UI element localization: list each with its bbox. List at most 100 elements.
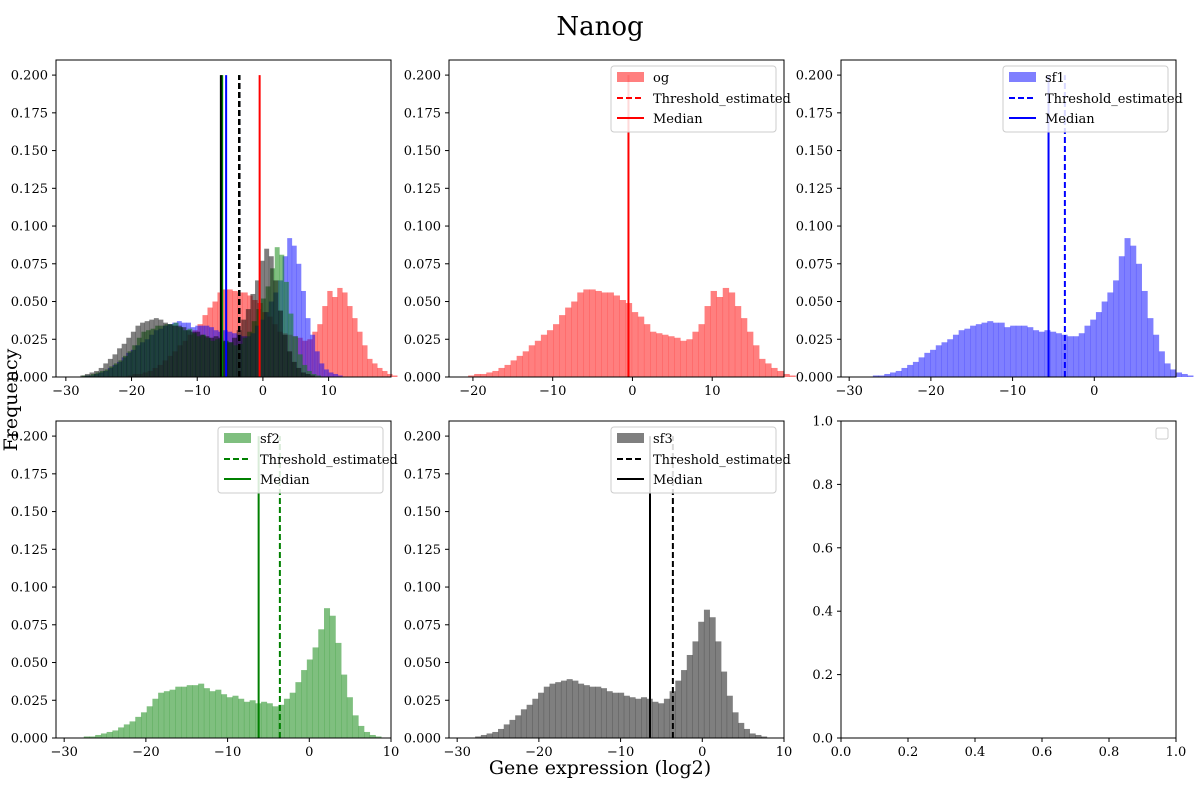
bar <box>658 703 665 738</box>
y-tick-label: 0.200 <box>404 430 441 445</box>
bar <box>335 642 342 738</box>
y-tick-label: 0.025 <box>11 333 48 348</box>
figure-title: Nanog <box>556 12 643 42</box>
legend: sf3 Threshold_estimated Median <box>610 426 791 494</box>
legend-label-series: sf3 <box>653 432 673 447</box>
bar <box>158 692 165 738</box>
bar <box>522 351 530 377</box>
bar <box>352 318 358 377</box>
bar <box>907 364 914 377</box>
bar <box>301 670 308 738</box>
bar <box>329 615 336 738</box>
bar <box>100 733 107 738</box>
bar <box>728 292 736 377</box>
axes-frame <box>448 59 785 378</box>
bar <box>1158 351 1165 377</box>
bar <box>749 733 756 738</box>
x-tick-label: 0 <box>628 384 636 399</box>
subplot-4: −30 −20 −10 0 10 0.000 0.025 0.050 0.075 0.100 0.1… <box>11 420 399 760</box>
bar <box>992 322 999 377</box>
figure-xlabel: Gene expression (log2) <box>489 757 711 779</box>
bar <box>753 345 760 377</box>
bar <box>181 686 188 738</box>
bar <box>675 680 682 738</box>
bar <box>175 686 182 738</box>
bar <box>1124 238 1131 377</box>
bar <box>95 734 102 738</box>
legend-patch <box>224 433 251 443</box>
bar <box>1181 373 1188 377</box>
bar <box>629 697 636 738</box>
y-tick-label: 0.100 <box>404 220 441 235</box>
histogram-sf3 <box>80 248 316 377</box>
bar <box>740 318 748 377</box>
bar <box>152 698 159 738</box>
bar <box>316 375 322 377</box>
y-tick-label: 0.050 <box>11 295 48 310</box>
y-tick-label: 0.125 <box>404 543 441 558</box>
bar <box>589 686 596 738</box>
bar <box>238 698 245 738</box>
bar <box>738 722 745 738</box>
y-tick-label: 0.050 <box>796 295 833 310</box>
bar <box>681 670 688 738</box>
y-tick-label: 0.150 <box>11 144 48 159</box>
bar <box>884 373 891 377</box>
bar <box>601 292 608 377</box>
bar <box>94 370 99 377</box>
bar <box>332 296 338 377</box>
y-tick-label: 0.200 <box>11 69 48 84</box>
axes-frame <box>448 420 785 739</box>
subplot-6: 0.0 0.2 0.4 0.6 0.8 1.0 0.0 0.2 0.4 0.6 0.8 1.0 <box>812 415 1186 761</box>
y-tick-label: 0.150 <box>796 144 833 159</box>
legend-label-threshold: Threshold_estimated <box>260 453 398 468</box>
bar <box>107 358 113 377</box>
bar <box>532 698 539 738</box>
bar <box>362 345 368 377</box>
bar <box>538 692 545 738</box>
bar <box>692 641 699 738</box>
bar <box>372 363 378 377</box>
bar <box>347 306 353 377</box>
legend-patch <box>617 72 644 82</box>
bar <box>295 682 302 738</box>
bar <box>1153 334 1160 377</box>
bar <box>135 325 141 377</box>
bar <box>509 719 516 738</box>
bar <box>342 292 348 377</box>
bar <box>686 339 693 377</box>
y-tick-label: 0.050 <box>404 295 441 310</box>
x-tick-label: 10 <box>776 745 793 760</box>
bar <box>746 331 754 377</box>
bar <box>123 724 130 738</box>
bar <box>272 706 279 738</box>
bar <box>520 709 527 738</box>
axes-frame <box>840 420 1177 739</box>
y-tick-label: 0.200 <box>11 430 48 445</box>
y-tick-label: 0.100 <box>796 220 833 235</box>
bar <box>1044 330 1051 377</box>
bar <box>287 351 293 377</box>
y-tick-label: 0.000 <box>404 732 441 747</box>
bar <box>716 296 724 377</box>
x-tick-label: 10 <box>704 384 721 399</box>
bar <box>146 706 153 738</box>
bar <box>726 695 733 738</box>
bar <box>89 736 96 738</box>
bar <box>375 736 382 738</box>
x-tick-label: 0 <box>1090 384 1098 399</box>
bar <box>549 683 556 738</box>
bar <box>283 281 289 377</box>
bar <box>543 686 550 738</box>
bar <box>1170 369 1177 377</box>
axes-frame <box>840 59 1177 378</box>
bar <box>112 354 118 377</box>
y-tick-label: 0.050 <box>11 656 48 671</box>
bar <box>357 331 363 377</box>
legend-label-series: og <box>653 71 669 86</box>
bar <box>643 324 651 377</box>
bar <box>1073 336 1080 377</box>
y-tick-label: 0.175 <box>404 106 441 121</box>
bar <box>771 367 778 377</box>
bar <box>1147 318 1154 377</box>
